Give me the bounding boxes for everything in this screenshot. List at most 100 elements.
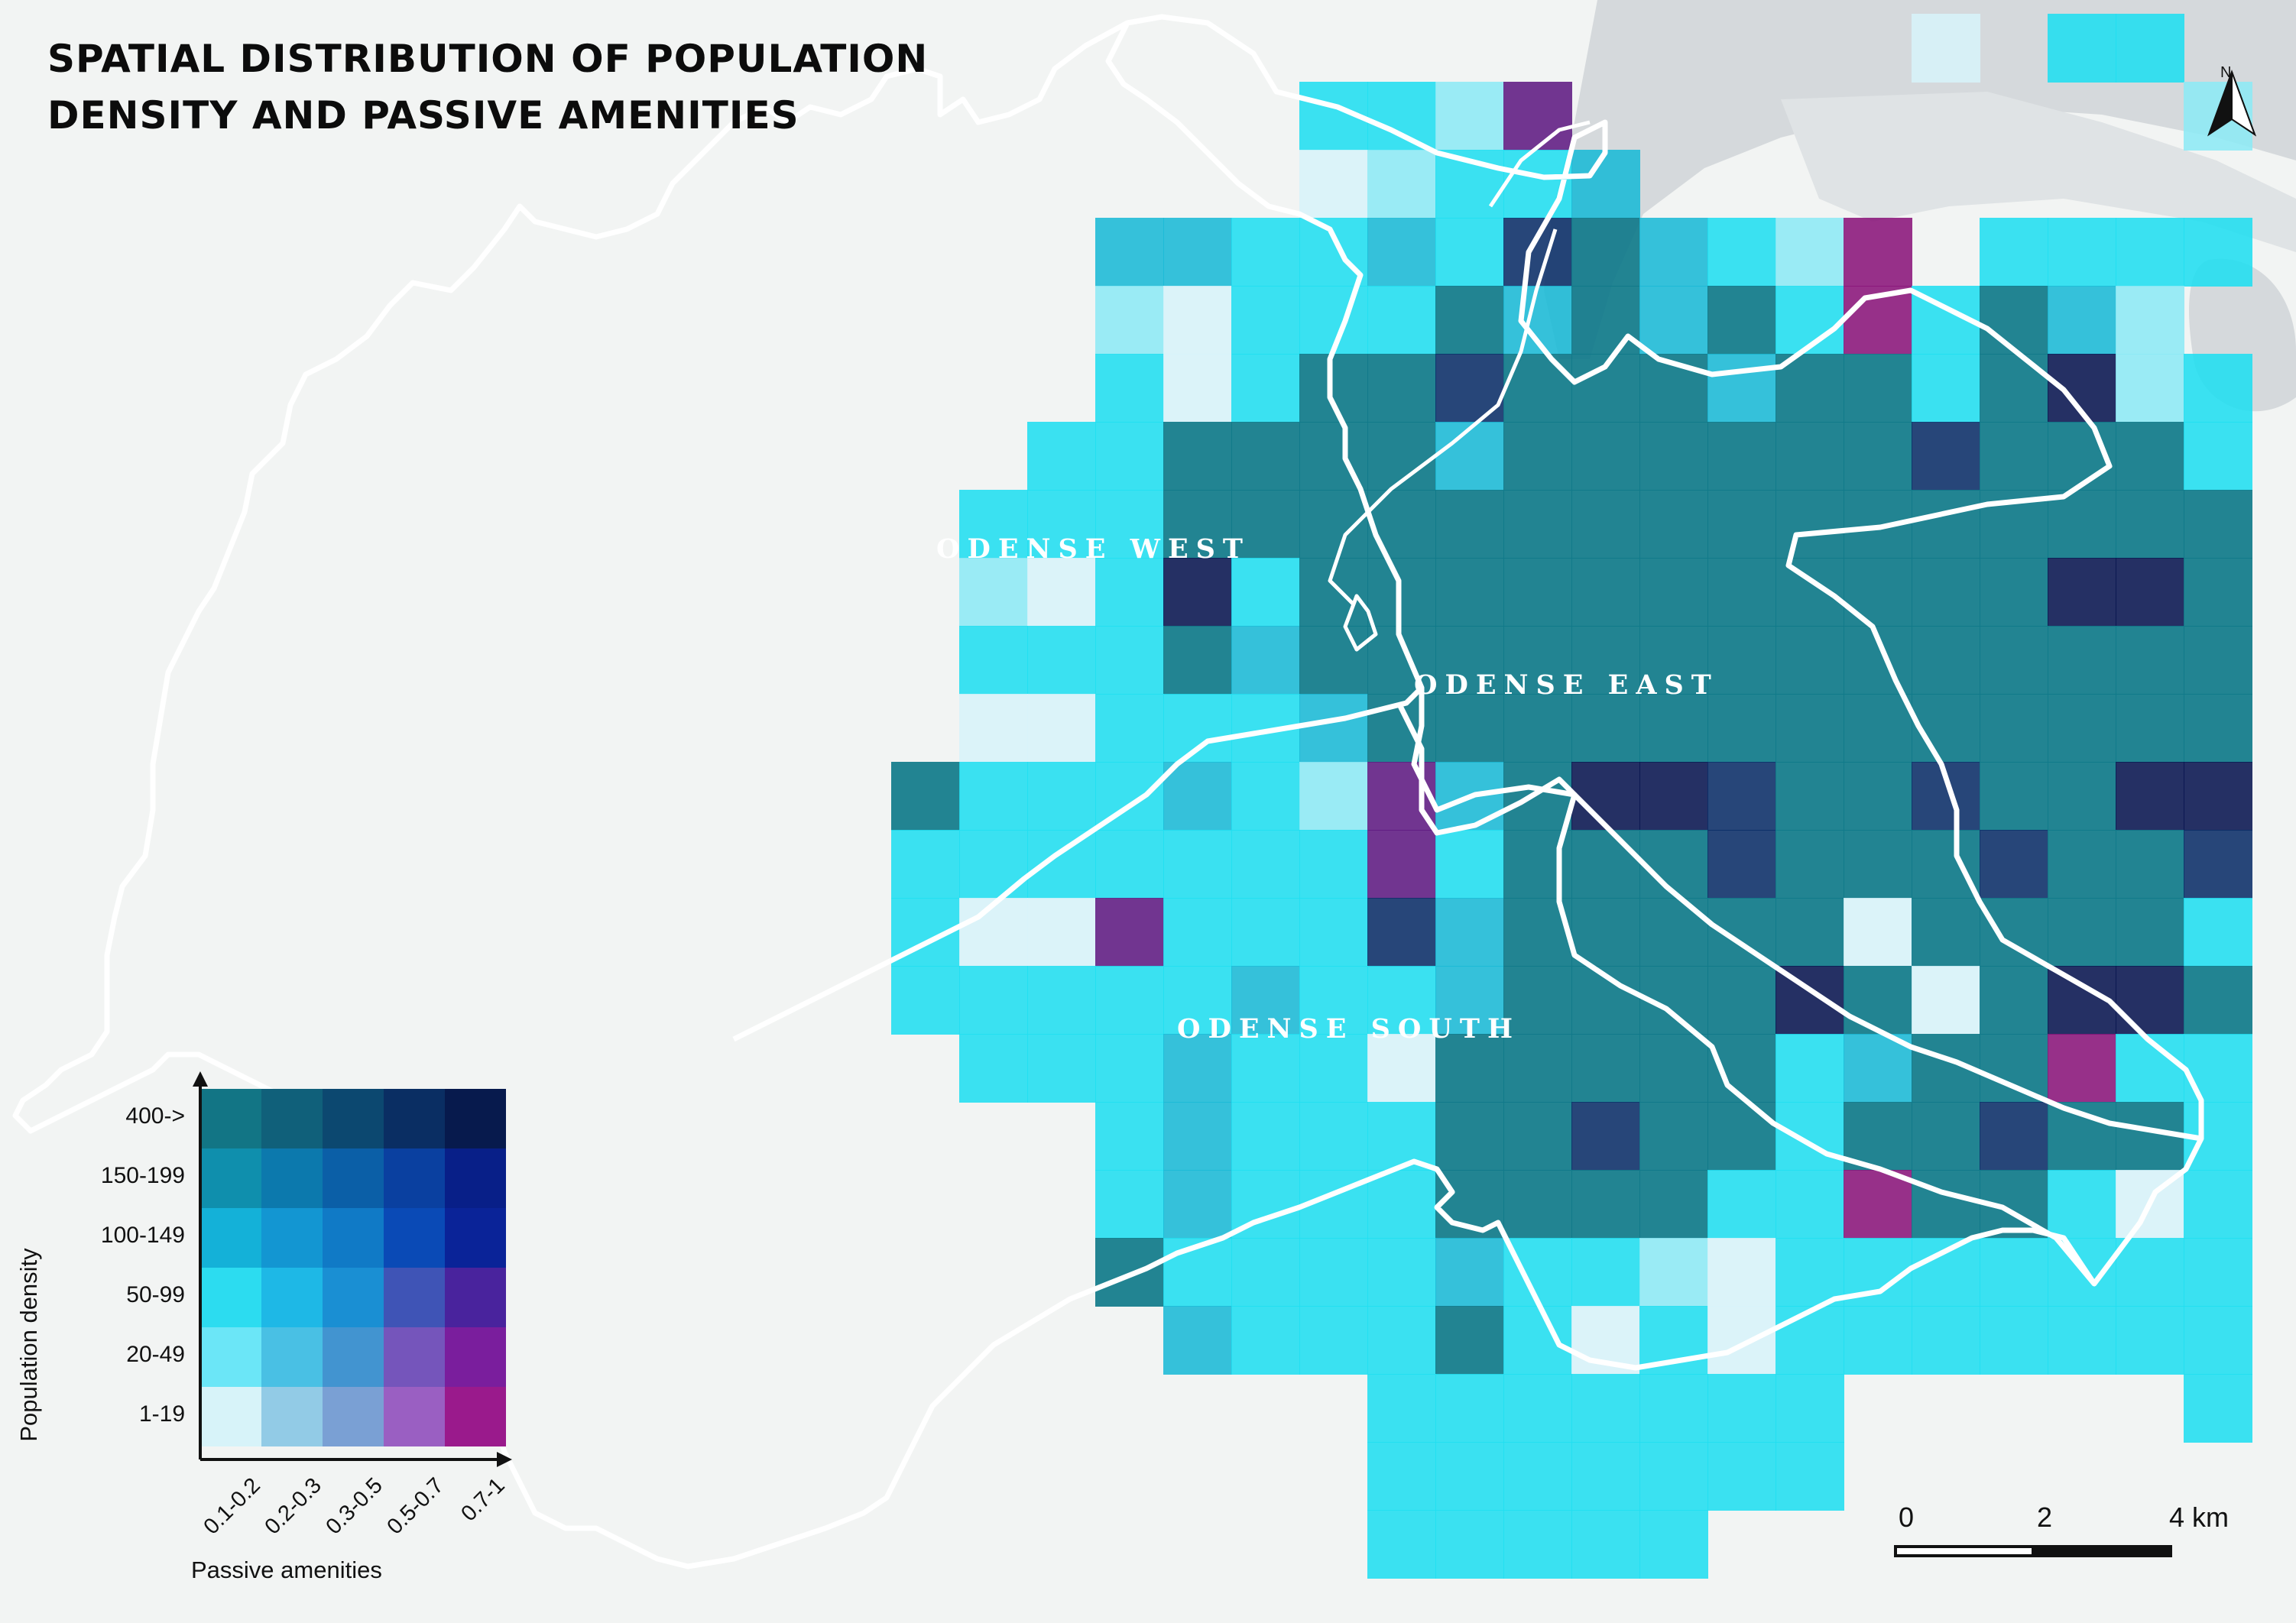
grid-cell	[2116, 558, 2184, 627]
grid-cell	[1027, 558, 1096, 627]
grid-cell	[1776, 558, 1844, 627]
grid-cell	[1639, 830, 1708, 899]
grid-cell	[1095, 354, 1164, 423]
legend-row-label: 1-19	[138, 1401, 185, 1427]
grid-cell	[1163, 286, 1232, 355]
grid-cell	[1707, 1306, 1776, 1375]
grid-cell	[2116, 898, 2184, 967]
legend-swatch	[384, 1208, 445, 1268]
grid-cell	[2184, 1306, 2252, 1375]
grid-cell	[891, 762, 960, 831]
south-west-divide	[732, 685, 1424, 1042]
legend-swatch	[323, 1327, 384, 1387]
grid-cell	[1776, 762, 1844, 831]
legend-swatch	[445, 1208, 506, 1268]
grid-cell	[1571, 1510, 1640, 1579]
grid-cell	[1435, 422, 1504, 491]
grid-cell	[1776, 490, 1844, 559]
grid-cell	[2116, 694, 2184, 763]
grid-cell	[1095, 830, 1164, 899]
grid-cell	[1571, 626, 1640, 695]
legend-swatch	[261, 1089, 323, 1148]
legend-row-label: 100-149	[100, 1223, 185, 1248]
grid-cell	[1571, 1442, 1640, 1511]
grid-cell	[2116, 14, 2184, 83]
grid-cell	[1367, 830, 1436, 899]
grid-cell	[1776, 1442, 1844, 1511]
grid-cell	[1639, 762, 1708, 831]
grid-cell	[2184, 762, 2252, 831]
legend-x-label: Passive amenities	[191, 1557, 382, 1583]
grid-cell	[2048, 1170, 2116, 1239]
grid-cell	[2116, 218, 2184, 287]
grid-cell	[1776, 1238, 1844, 1307]
grid-cell	[1163, 1102, 1232, 1171]
grid-cell	[1571, 898, 1640, 967]
grid-cell	[1163, 490, 1232, 559]
grid-cell	[1639, 490, 1708, 559]
grid-cell	[2048, 490, 2116, 559]
grid-cell	[1231, 558, 1300, 627]
district-label-west: ODENSE WEST	[936, 533, 1250, 565]
grid-cell	[1435, 1238, 1504, 1307]
grid-cell	[1163, 966, 1232, 1035]
legend-row-label: 400->	[125, 1103, 185, 1129]
grid-cell	[2116, 1238, 2184, 1307]
scale-bar-segment-1	[1894, 1545, 2035, 1557]
grid-cell	[1639, 1102, 1708, 1171]
grid-cell	[1095, 1170, 1164, 1239]
grid-cell	[1299, 1034, 1368, 1103]
grid-cell	[1639, 898, 1708, 967]
legend-swatch	[200, 1089, 261, 1148]
grid-cell	[1163, 1034, 1232, 1103]
grid-cell	[1231, 354, 1300, 423]
grid-cell	[1571, 1170, 1640, 1239]
grid-cell	[1095, 898, 1164, 967]
grid-cell	[2116, 966, 2184, 1035]
grid-cell	[1231, 626, 1300, 695]
grid-cell	[1299, 898, 1368, 967]
grid-cell	[1776, 694, 1844, 763]
grid-cell	[2184, 422, 2252, 491]
grid-cell	[1163, 830, 1232, 899]
grid-cell	[1231, 1102, 1300, 1171]
grid-cell	[1707, 966, 1776, 1035]
grid-cell	[1027, 898, 1096, 967]
grid-cell	[2048, 286, 2116, 355]
grid-cell	[1095, 1238, 1164, 1307]
grid-cell	[2184, 626, 2252, 695]
grid-cell	[1844, 218, 1912, 287]
grid-cell	[1095, 966, 1164, 1035]
grid-cell	[1503, 762, 1572, 831]
grid-cell	[1980, 966, 2048, 1035]
grid-cell	[1980, 218, 2048, 287]
grid-cell	[1163, 1306, 1232, 1375]
scale-tick-2: 2	[2037, 1502, 2053, 1533]
legend-row-label: 20-49	[126, 1342, 185, 1367]
grid-cell	[2184, 830, 2252, 899]
grid-cell	[1707, 762, 1776, 831]
grid-cell	[1367, 1442, 1436, 1511]
grid-cell	[1980, 898, 2048, 967]
grid-cell	[2048, 898, 2116, 967]
grid-cell	[959, 1034, 1028, 1103]
grid-cell	[1435, 82, 1504, 151]
grid-cell	[1435, 1510, 1504, 1579]
legend-swatch	[200, 1148, 261, 1208]
grid-cell	[1639, 218, 1708, 287]
grid-cell	[1299, 762, 1368, 831]
grid-cell	[1367, 966, 1436, 1035]
legend-swatch	[384, 1387, 445, 1446]
grid-cell	[1299, 218, 1368, 287]
grid-cell	[1707, 218, 1776, 287]
grid-cell	[1435, 966, 1504, 1035]
grid-cell	[1163, 422, 1232, 491]
grid-cell	[1776, 1034, 1844, 1103]
grid-cell	[1367, 82, 1436, 151]
grid-cell	[1503, 966, 1572, 1035]
grid-cell	[1367, 898, 1436, 967]
grid-cell	[1095, 1034, 1164, 1103]
legend-color-matrix	[200, 1089, 506, 1446]
grid-cell	[2184, 490, 2252, 559]
grid-cell	[1776, 1374, 1844, 1443]
